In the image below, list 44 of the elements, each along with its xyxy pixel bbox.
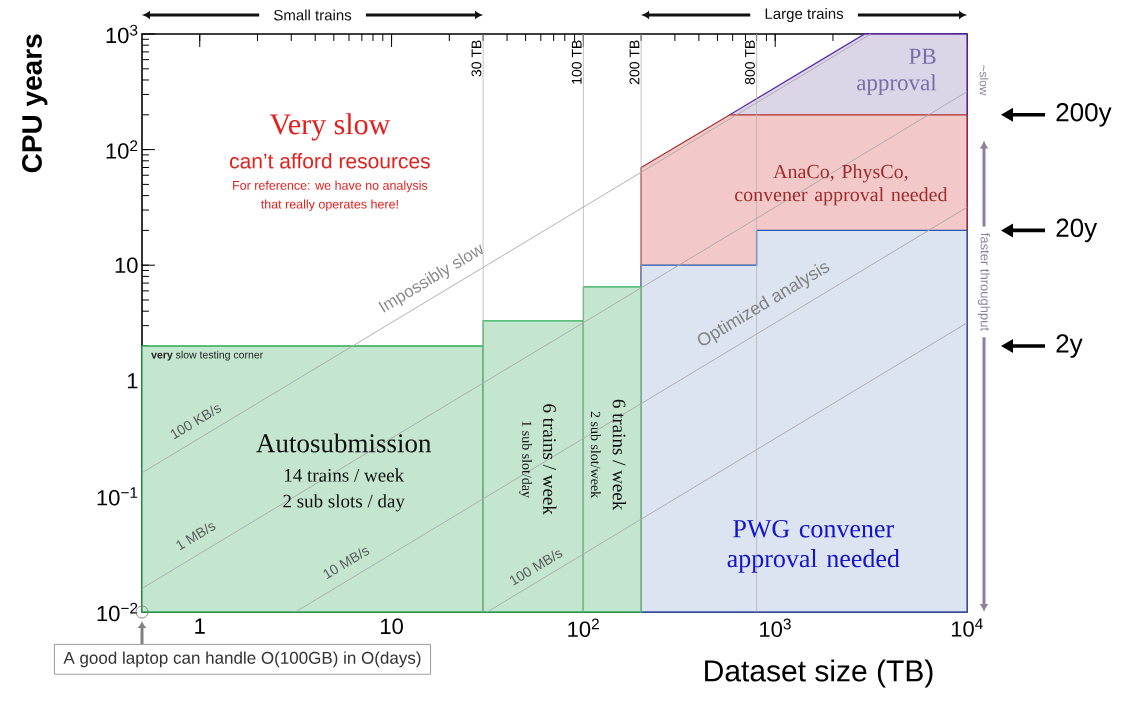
y-axis-title: CPU years — [22, 34, 48, 173]
text: 20y — [1056, 218, 1098, 243]
annotation: 2 sub slots / day — [283, 494, 405, 512]
text: Large trains — [765, 7, 844, 22]
annotation: For reference: we have no analysis — [233, 180, 428, 193]
annotation: 2 sub slot/week — [590, 411, 601, 499]
annotation: AnaCo, PhysCo, convener approval needed — [735, 164, 948, 206]
x-tick-label: 1 — [195, 618, 205, 634]
annotation: 1 MB/s — [176, 523, 216, 551]
annotation: 14 trains / week — [284, 468, 405, 482]
annotation: PWG convener approval needed — [727, 519, 900, 573]
x-tick-label: 10$^{2}$ — [568, 618, 599, 637]
annotation: 10 MB/s — [323, 547, 370, 580]
annotation: PB approval — [857, 48, 937, 96]
annotation: Autosubmission — [256, 433, 432, 453]
text: ~slow — [979, 65, 989, 96]
y-tick-label: 10$^{3}$ — [106, 24, 138, 44]
x-axis-title: Dataset size (TB) — [705, 659, 933, 688]
x-tick-label: 10$^{4}$ — [951, 618, 983, 637]
y-tick-label: 10$^{2}$ — [106, 140, 138, 159]
ref-line-label: 800 TB — [744, 40, 755, 85]
text: faster throughput — [977, 232, 991, 331]
y-tick-label: 10$^{−1}$ — [97, 487, 138, 506]
ref-line-label: 200 TB — [629, 40, 640, 85]
annotation: 6 trains / week — [543, 404, 557, 515]
annotation: Very slow — [269, 113, 391, 141]
ref-line-label: 100 TB — [571, 40, 582, 84]
text: Small trains — [274, 9, 352, 21]
text: 2y — [1056, 334, 1083, 358]
text: 200y — [1056, 103, 1112, 127]
y-tick-label: 10$^{−2}$ — [97, 602, 138, 622]
annotation: can’t afford resources — [230, 153, 430, 169]
annotation: very slow testing corner — [151, 350, 264, 361]
y-tick-label: 1 — [127, 373, 138, 389]
annotation: 100 KB/s — [170, 405, 222, 440]
ref-line-label: 30 TB — [471, 40, 482, 77]
y-tick-label: 10 — [115, 257, 138, 273]
annotation: 6 trains / week — [612, 399, 627, 511]
x-tick-label: 10$^{3}$ — [760, 618, 791, 637]
annotation: 1 sub slot/day — [519, 421, 533, 498]
annotation: that really operates here! — [260, 199, 398, 212]
annotation: 100 MB/s — [509, 550, 563, 586]
x-tick-label: 10 — [381, 618, 403, 635]
text: A good laptop can handle O(100GB) in O(days) — [63, 651, 421, 668]
